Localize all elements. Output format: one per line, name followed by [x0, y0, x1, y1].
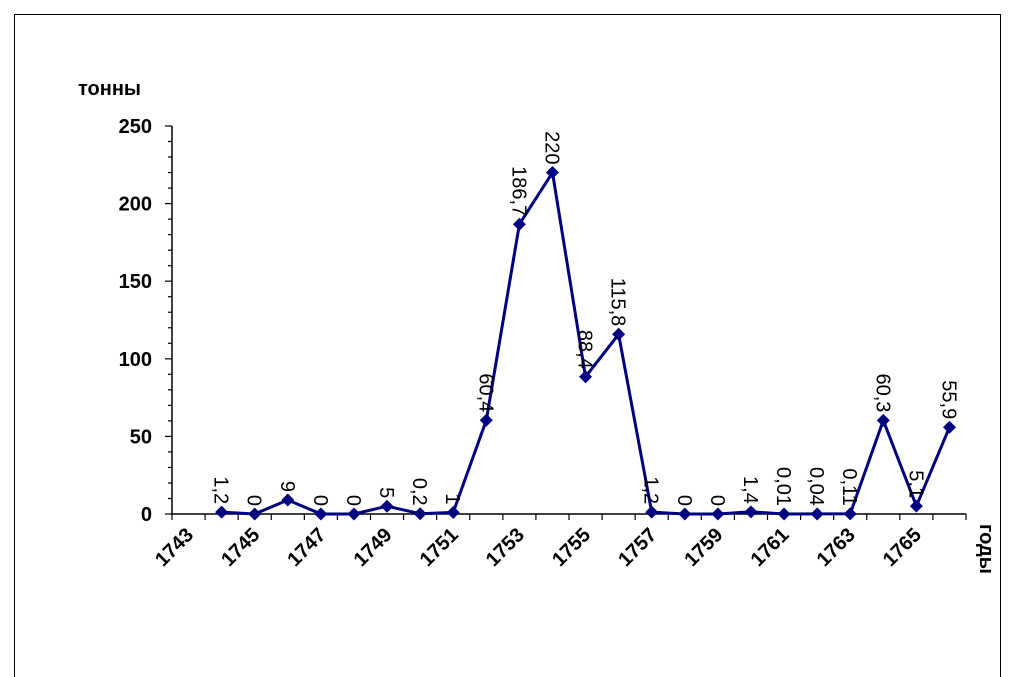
data-point-marker [777, 507, 791, 521]
data-label: 9 [276, 481, 298, 492]
data-point-marker [711, 507, 725, 521]
x-axis-label: годы [975, 524, 997, 574]
data-label: 55,9 [937, 380, 959, 419]
data-point-marker [579, 370, 593, 384]
y-tick-label: 0 [141, 504, 152, 526]
chart-frame [14, 14, 1001, 677]
y-tick-label: 150 [119, 271, 152, 293]
data-point-marker [909, 499, 923, 513]
data-label: 88,4 [574, 330, 596, 369]
x-tick-label: 1751 [416, 524, 463, 571]
series-markers [215, 166, 956, 521]
data-label: 5 [375, 487, 397, 498]
data-point-marker [479, 413, 493, 427]
data-point-marker [876, 413, 890, 427]
data-point-marker [612, 327, 626, 341]
data-point-marker [281, 493, 295, 507]
data-label: 0 [706, 495, 728, 506]
y-tick-label: 250 [119, 116, 152, 138]
data-label: 0,11 [838, 468, 860, 505]
x-tick-label: 1757 [614, 524, 661, 571]
data-label: 0,01 [772, 467, 794, 506]
x-tick-label: 1753 [482, 524, 529, 571]
data-label: 5,1 [904, 470, 926, 498]
y-tick-label: 100 [119, 349, 152, 371]
data-point-marker [248, 507, 262, 521]
data-label: 60,4 [474, 373, 496, 412]
y-ticks: 0 50 100 150 200 250 [119, 116, 172, 526]
data-label: 1,2 [210, 476, 232, 504]
data-point-marker [545, 166, 559, 180]
x-tick-label: 1761 [747, 524, 794, 571]
x-ticks: 1743 1745 1747 1749 1751 1753 1755 1757 1759 1761… [151, 514, 967, 571]
data-label: 0 [309, 495, 331, 506]
data-point-marker [347, 507, 361, 521]
x-tick-label: 1755 [548, 524, 595, 571]
data-point-marker [314, 507, 328, 521]
data-point-marker [645, 505, 659, 519]
data-point-marker [942, 420, 956, 434]
data-point-marker [678, 507, 692, 521]
x-tick-label: 1759 [680, 524, 727, 571]
data-label: 60,3 [871, 373, 893, 412]
data-label: 1,4 [739, 476, 761, 504]
data-label: 186,7 [507, 166, 529, 216]
data-point-marker [512, 217, 526, 231]
y-tick-label: 200 [119, 194, 152, 216]
data-label: 0,2 [408, 478, 430, 506]
data-point-marker [380, 499, 394, 513]
data-label: 220 [540, 131, 562, 164]
x-tick-label: 1743 [151, 524, 198, 571]
x-tick-label: 1747 [283, 524, 330, 571]
y-axis-label: тонны [78, 78, 141, 100]
data-point-marker [744, 505, 758, 519]
x-tick-label: 1749 [350, 524, 397, 571]
data-label: 0 [243, 495, 265, 506]
x-tick-label: 1763 [813, 524, 860, 571]
data-point-marker [413, 507, 427, 521]
data-label: 1 [441, 493, 463, 504]
x-tick-label: 1765 [879, 524, 926, 571]
data-point-marker [810, 507, 824, 521]
data-label: 0,04 [805, 467, 827, 506]
y-tick-label: 50 [130, 426, 152, 448]
data-point-marker [446, 505, 460, 519]
data-label: 0 [342, 495, 364, 506]
x-tick-label: 1745 [217, 524, 264, 571]
data-label: 115,8 [607, 278, 629, 327]
data-label: 0 [673, 495, 695, 506]
data-point-marker [843, 507, 857, 521]
data-label: 1,2 [640, 476, 662, 504]
data-point-marker [215, 505, 229, 519]
